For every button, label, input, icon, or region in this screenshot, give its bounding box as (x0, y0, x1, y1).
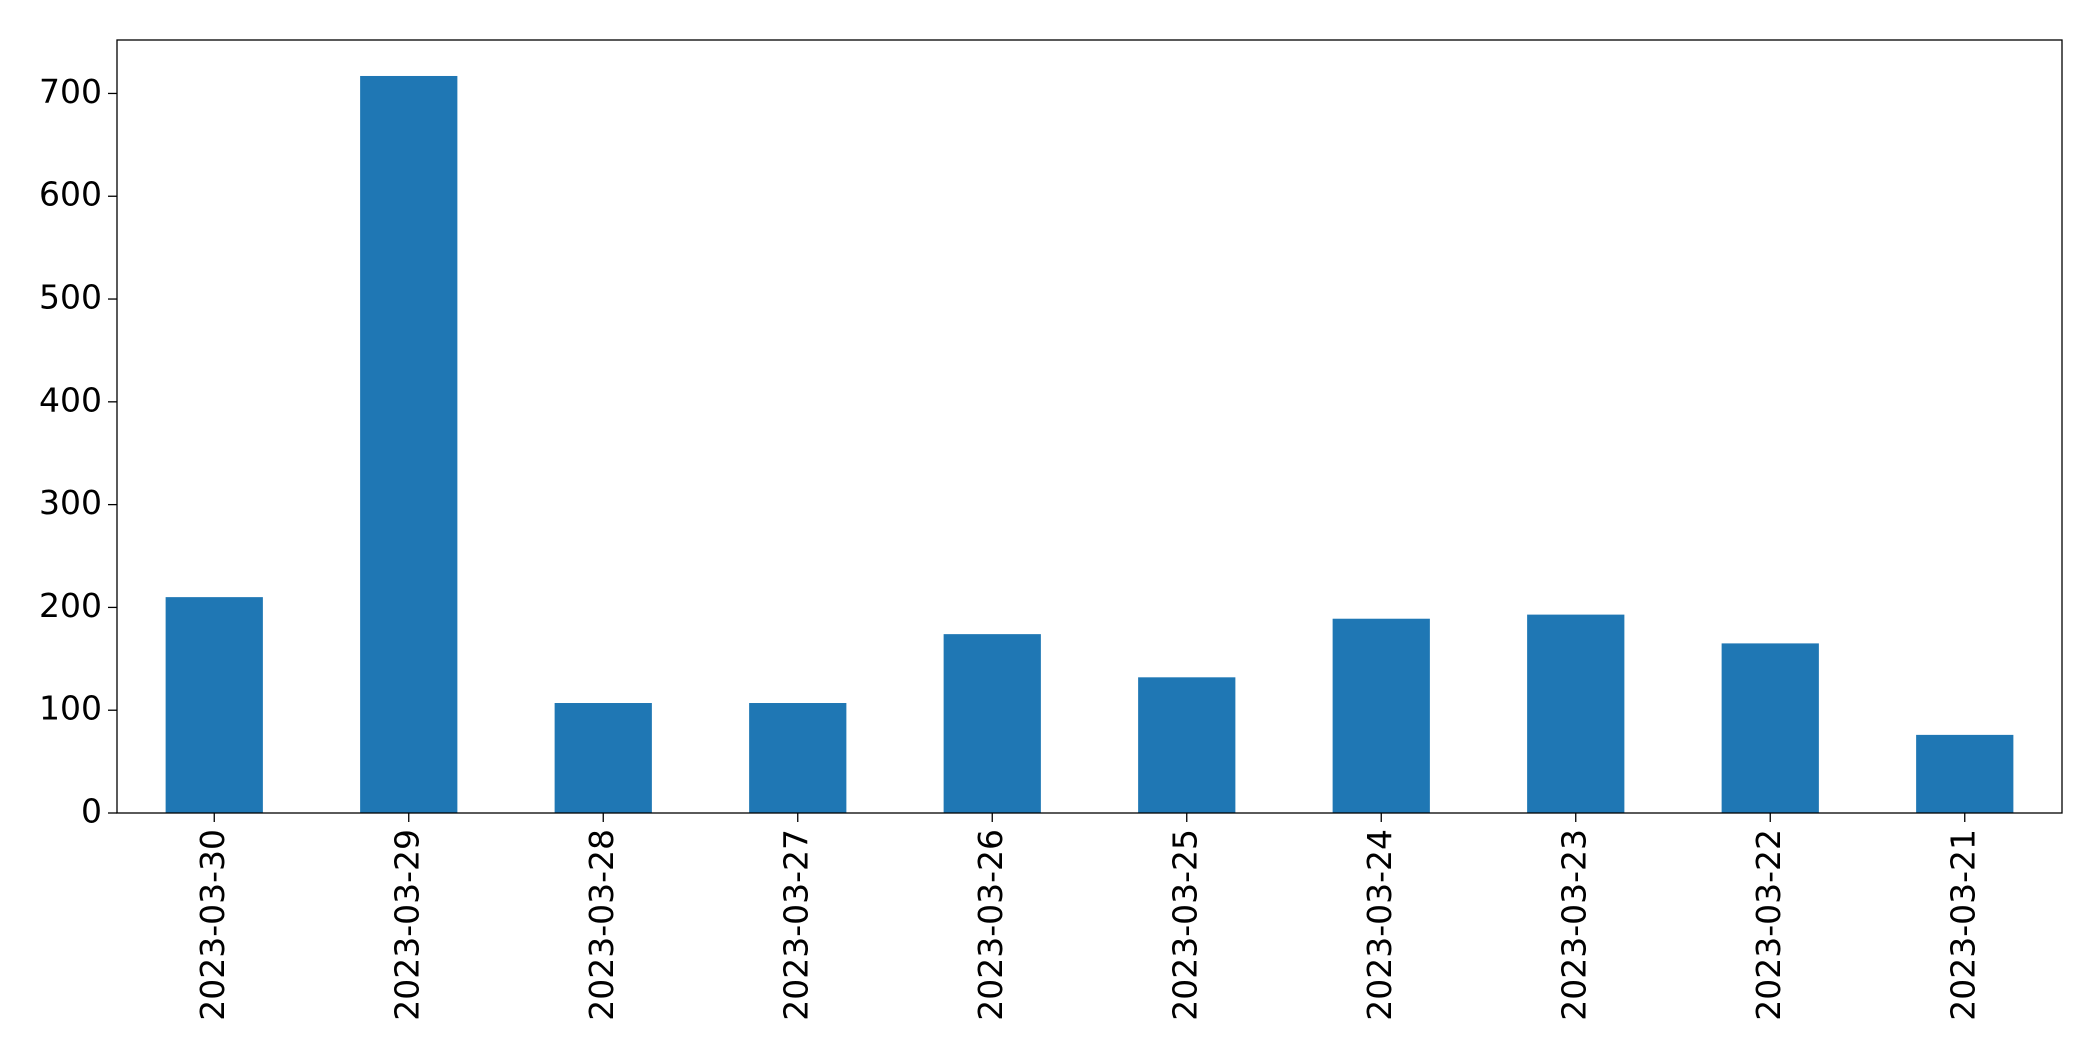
plot-frame (116, 39, 2063, 814)
y-tick-label: 0 (81, 792, 102, 831)
y-tick-label: 500 (39, 278, 102, 317)
bar (1527, 614, 1625, 813)
x-tick-label: 2023-03-29 (387, 829, 426, 1021)
y-tick-label: 100 (39, 689, 102, 728)
y-tick-label: 300 (39, 483, 102, 522)
x-tick-label: 2023-03-23 (1554, 829, 1593, 1021)
x-tick-label: 2023-03-25 (1165, 829, 1204, 1021)
bar (1916, 734, 2014, 813)
x-tick-label: 2023-03-21 (1943, 829, 1982, 1021)
x-tick-label: 2023-03-27 (776, 829, 815, 1021)
bar (554, 703, 652, 813)
bar (1138, 677, 1236, 813)
bar (749, 703, 847, 813)
x-tick-label: 2023-03-22 (1749, 829, 1788, 1021)
x-tick-label: 2023-03-26 (971, 829, 1010, 1021)
x-tick-label: 2023-03-30 (193, 829, 232, 1021)
y-tick-label: 600 (39, 175, 102, 214)
bar (165, 597, 263, 813)
bar (1332, 618, 1430, 813)
bar (1721, 643, 1819, 813)
y-tick-label: 400 (39, 380, 102, 419)
x-tick-label: 2023-03-28 (582, 829, 621, 1021)
y-tick-label: 700 (39, 72, 102, 111)
bar (943, 634, 1041, 813)
y-tick-label: 200 (39, 586, 102, 625)
bar (360, 75, 458, 813)
x-tick-label: 2023-03-24 (1360, 829, 1399, 1021)
